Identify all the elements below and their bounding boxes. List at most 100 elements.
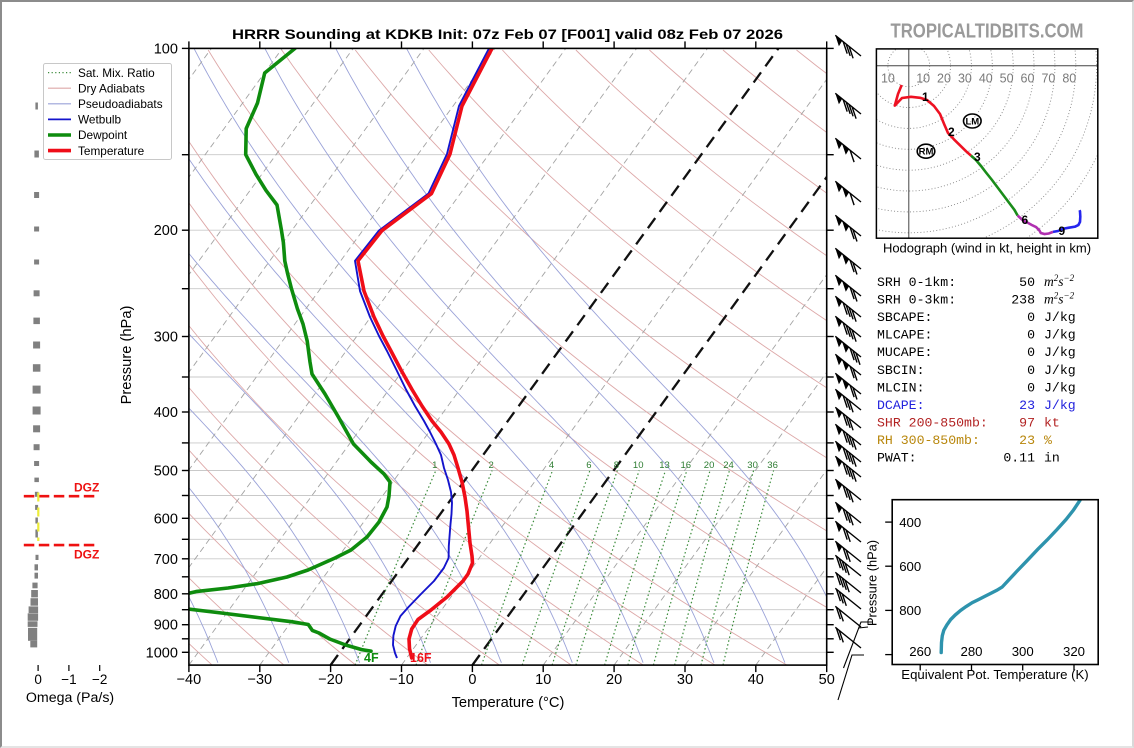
svg-text:−1: −1	[61, 672, 76, 687]
svg-text:m2s−2: m2s−2	[1044, 273, 1075, 289]
svg-text:J/kg: J/kg	[1044, 310, 1076, 325]
svg-text:80: 80	[1062, 72, 1076, 86]
svg-text:J/kg: J/kg	[1044, 380, 1076, 395]
svg-text:−20: −20	[318, 672, 343, 688]
svg-text:10: 10	[633, 460, 644, 471]
svg-text:600: 600	[899, 559, 921, 574]
svg-text:−40: −40	[177, 672, 202, 688]
svg-text:RH 300-850mb:: RH 300-850mb:	[877, 433, 980, 448]
svg-text:30: 30	[677, 672, 693, 688]
svg-text:10: 10	[535, 672, 551, 688]
svg-text:SHR 200-850mb:: SHR 200-850mb:	[877, 415, 988, 430]
svg-text:600: 600	[154, 511, 178, 527]
svg-text:0: 0	[1027, 380, 1035, 395]
svg-text:6: 6	[586, 460, 591, 471]
svg-text:in: in	[1044, 451, 1060, 466]
svg-text:3: 3	[974, 150, 981, 164]
svg-text:36: 36	[767, 460, 778, 471]
svg-text:SRH 0-3km:: SRH 0-3km:	[877, 293, 956, 308]
svg-text:260: 260	[909, 644, 931, 659]
svg-text:DCAPE:: DCAPE:	[877, 398, 924, 413]
svg-text:8: 8	[614, 460, 619, 471]
svg-text:280: 280	[960, 644, 982, 659]
svg-text:MUCAPE:: MUCAPE:	[877, 345, 932, 360]
svg-text:9: 9	[1059, 224, 1066, 238]
svg-text:50: 50	[1019, 275, 1035, 290]
svg-text:Temperature: Temperature	[78, 144, 145, 158]
svg-text:Pressure (hPa): Pressure (hPa)	[119, 306, 135, 405]
svg-text:300: 300	[154, 330, 178, 346]
svg-text:13: 13	[659, 460, 670, 471]
svg-text:kt: kt	[1044, 415, 1060, 430]
svg-text:HRRR Sounding at KDKB Init: 07: HRRR Sounding at KDKB Init: 07z Feb 07 […	[232, 27, 783, 43]
svg-text:0.11: 0.11	[1003, 451, 1035, 466]
svg-text:50: 50	[1000, 72, 1014, 86]
svg-text:J/kg: J/kg	[1044, 328, 1076, 343]
svg-text:200: 200	[154, 223, 178, 239]
svg-text:24: 24	[723, 460, 734, 471]
svg-text:300: 300	[1012, 644, 1034, 659]
svg-text:J/kg: J/kg	[1044, 398, 1076, 413]
svg-text:%: %	[1044, 433, 1052, 448]
svg-text:800: 800	[154, 587, 178, 603]
svg-text:−2: −2	[92, 672, 107, 687]
svg-text:16F: 16F	[410, 651, 432, 665]
svg-text:DGZ: DGZ	[74, 481, 99, 495]
svg-text:16: 16	[681, 460, 692, 471]
svg-text:70: 70	[1041, 72, 1055, 86]
svg-text:Dewpoint: Dewpoint	[78, 128, 128, 142]
svg-text:TROPICALTIDBITS.COM: TROPICALTIDBITS.COM	[891, 20, 1084, 42]
svg-text:2: 2	[488, 460, 493, 471]
svg-text:−10: −10	[389, 672, 414, 688]
svg-text:0: 0	[1027, 363, 1035, 378]
svg-text:Hodograph (wind in kt, height: Hodograph (wind in kt, height in km)	[883, 241, 1091, 256]
svg-text:400: 400	[154, 405, 178, 421]
svg-text:1: 1	[432, 460, 437, 471]
svg-text:320: 320	[1063, 644, 1085, 659]
svg-text:SRH 0-1km:: SRH 0-1km:	[877, 275, 956, 290]
svg-text:6: 6	[1022, 213, 1029, 227]
svg-text:1: 1	[922, 90, 929, 104]
svg-text:2: 2	[948, 125, 955, 139]
svg-text:Pressure (hPa): Pressure (hPa)	[865, 540, 880, 626]
svg-text:Temperature (°C): Temperature (°C)	[452, 695, 565, 711]
svg-text:RM: RM	[919, 147, 934, 158]
svg-text:50: 50	[819, 672, 835, 688]
svg-text:20: 20	[606, 672, 622, 688]
svg-text:20: 20	[704, 460, 715, 471]
svg-text:238: 238	[1011, 293, 1035, 308]
svg-text:0: 0	[1027, 345, 1035, 360]
svg-text:30: 30	[958, 72, 972, 86]
svg-text:Omega (Pa/s): Omega (Pa/s)	[26, 690, 114, 706]
svg-text:PWAT:: PWAT:	[877, 451, 917, 466]
svg-text:700: 700	[154, 552, 178, 568]
svg-text:J/kg: J/kg	[1044, 363, 1076, 378]
svg-text:900: 900	[154, 618, 178, 634]
svg-text:−30: −30	[247, 672, 272, 688]
svg-text:0: 0	[34, 672, 42, 687]
svg-text:m2s−2: m2s−2	[1044, 291, 1075, 307]
svg-text:Equivalent Pot. Temperature (K: Equivalent Pot. Temperature (K)	[901, 667, 1088, 682]
svg-text:J/kg: J/kg	[1044, 345, 1076, 360]
svg-text:10: 10	[916, 72, 930, 86]
svg-text:Wetbulb: Wetbulb	[78, 113, 122, 127]
svg-text:0: 0	[1027, 310, 1035, 325]
svg-text:MLCAPE:: MLCAPE:	[877, 328, 932, 343]
svg-text:30: 30	[747, 460, 758, 471]
svg-text:20: 20	[937, 72, 951, 86]
svg-text:40: 40	[748, 672, 764, 688]
svg-text:10: 10	[881, 72, 895, 86]
svg-text:40: 40	[979, 72, 993, 86]
svg-text:800: 800	[899, 603, 921, 618]
svg-text:LM: LM	[965, 117, 979, 128]
svg-text:MLCIN:: MLCIN:	[877, 380, 924, 395]
svg-text:Pseudoadiabats: Pseudoadiabats	[78, 97, 163, 111]
svg-text:1000: 1000	[146, 645, 178, 661]
svg-text:DGZ: DGZ	[74, 548, 99, 562]
svg-text:4F: 4F	[364, 651, 379, 665]
svg-text:100: 100	[154, 41, 178, 57]
svg-text:23: 23	[1019, 433, 1035, 448]
svg-text:SBCAPE:: SBCAPE:	[877, 310, 932, 325]
svg-text:0: 0	[468, 672, 476, 688]
svg-text:60: 60	[1021, 72, 1035, 86]
